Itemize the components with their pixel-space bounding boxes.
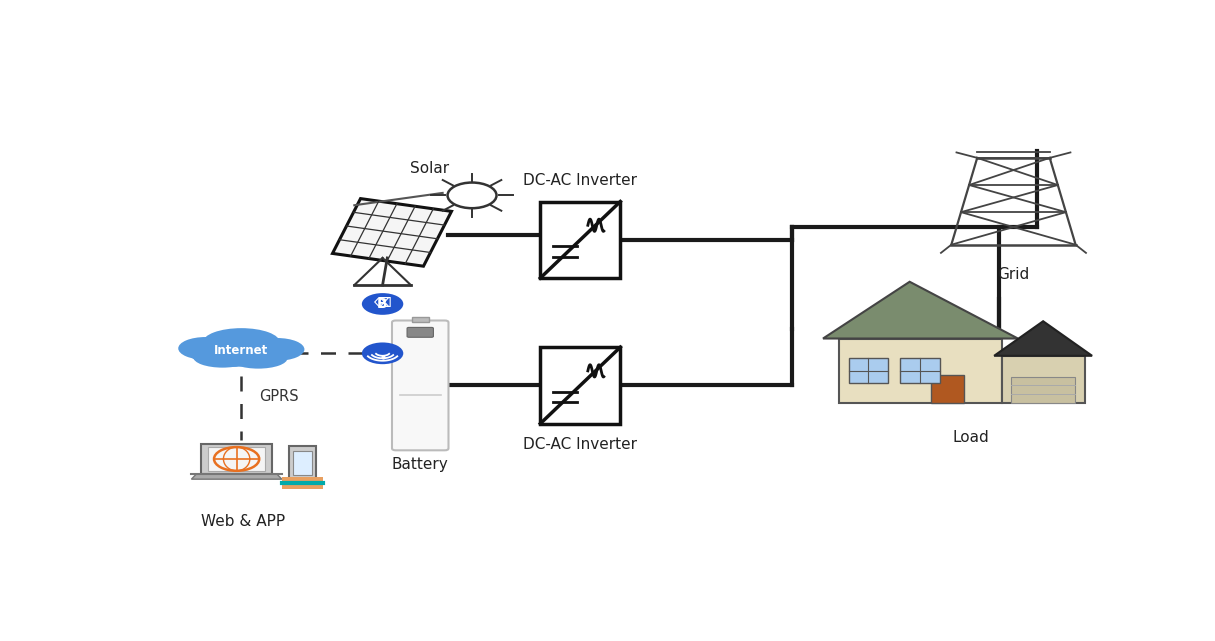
Text: Solar: Solar	[411, 161, 450, 176]
FancyBboxPatch shape	[392, 320, 448, 451]
Polygon shape	[289, 445, 316, 479]
Ellipse shape	[190, 340, 275, 367]
Ellipse shape	[193, 347, 252, 368]
Text: GPRS: GPRS	[259, 389, 299, 404]
Polygon shape	[192, 474, 282, 479]
Ellipse shape	[179, 337, 233, 360]
Text: DC-AC Inverter: DC-AC Inverter	[524, 173, 638, 188]
Text: B: B	[377, 297, 386, 311]
Polygon shape	[1001, 356, 1085, 403]
Ellipse shape	[250, 338, 305, 361]
Ellipse shape	[203, 328, 279, 357]
Polygon shape	[209, 447, 265, 471]
Polygon shape	[200, 444, 272, 474]
Text: DC-AC Inverter: DC-AC Inverter	[524, 437, 638, 453]
Text: Internet: Internet	[214, 344, 269, 357]
Polygon shape	[333, 199, 452, 266]
Polygon shape	[541, 347, 621, 424]
Polygon shape	[994, 321, 1092, 356]
Polygon shape	[541, 201, 621, 278]
Polygon shape	[931, 375, 965, 403]
Ellipse shape	[230, 348, 288, 369]
Text: Battery: Battery	[392, 457, 448, 472]
Text: Grid: Grid	[998, 267, 1029, 282]
Polygon shape	[823, 282, 1018, 338]
Polygon shape	[282, 477, 323, 489]
Polygon shape	[900, 358, 940, 383]
Text: Web & APP: Web & APP	[202, 513, 286, 529]
Polygon shape	[840, 338, 1001, 403]
Circle shape	[362, 293, 403, 315]
Polygon shape	[293, 451, 312, 475]
Polygon shape	[1011, 377, 1075, 403]
Text: Load: Load	[953, 430, 989, 445]
Circle shape	[362, 342, 403, 364]
Text: ⌫: ⌫	[374, 297, 391, 310]
Polygon shape	[848, 358, 888, 383]
FancyBboxPatch shape	[407, 328, 434, 337]
Polygon shape	[412, 317, 429, 322]
